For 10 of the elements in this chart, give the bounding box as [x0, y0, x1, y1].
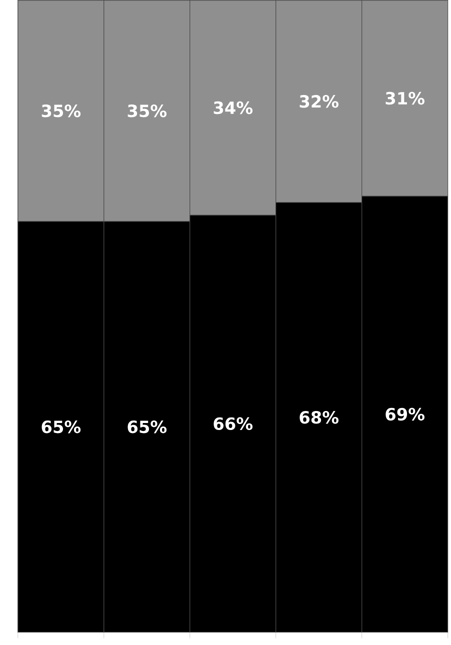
data-label: 31% [386, 92, 424, 105]
data-label: 68% [300, 410, 338, 424]
data-label: 34% [214, 101, 252, 114]
data-label: 66% [214, 417, 252, 430]
data-label: 35% [42, 104, 81, 118]
data-label: 35% [128, 104, 166, 118]
data-label: 65% [42, 420, 81, 434]
data-label: 69% [386, 408, 424, 421]
data-label: 65% [128, 420, 166, 434]
data-label: 32% [300, 95, 338, 108]
